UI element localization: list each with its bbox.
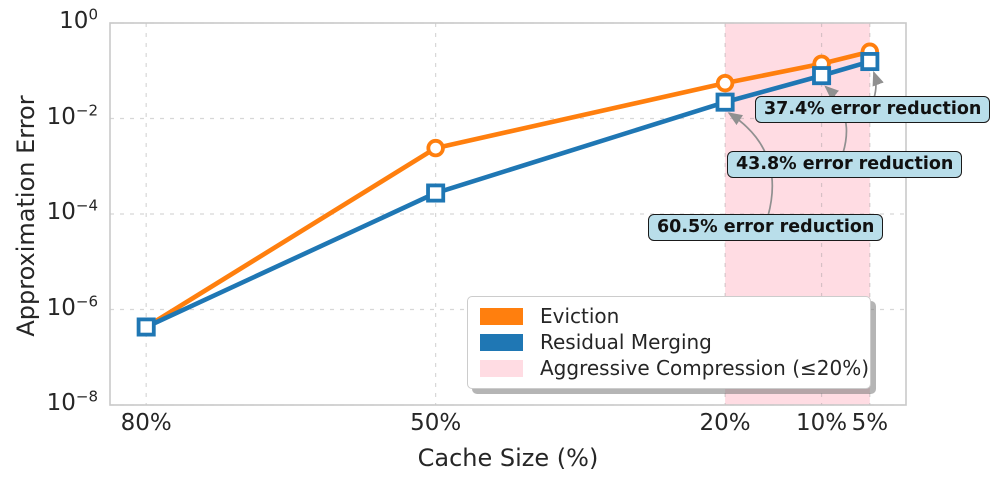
annotation-arrow <box>872 70 884 99</box>
x-tick-label: 80% <box>120 410 172 436</box>
annotation-error-reduction-5pct: 37.4% error reduction <box>755 96 991 123</box>
x-axis-label: Cache Size (%) <box>417 444 599 472</box>
axes-spines <box>109 22 907 406</box>
legend-label-eviction: Eviction <box>540 304 620 328</box>
legend: Eviction Residual Merging Aggressive Com… <box>467 296 871 389</box>
x-tick-label: 5% <box>851 410 889 436</box>
legend-label-residual-merging: Residual Merging <box>540 330 712 354</box>
legend-label-aggressive-compression: Aggressive Compression (≤20%) <box>540 356 870 380</box>
residual-merging-marker <box>426 183 446 203</box>
residual-merging-marker <box>812 66 832 86</box>
legend-item-aggressive-compression: Aggressive Compression (≤20%) <box>480 356 869 381</box>
eviction-swatch-icon <box>480 308 523 325</box>
annotation-error-reduction-10pct: 43.8% error reduction <box>727 151 963 178</box>
residual-merging-marker <box>715 92 735 112</box>
legend-item-eviction: Eviction <box>480 304 858 329</box>
residual-merging-marker <box>860 52 880 72</box>
residual-merging-swatch-icon <box>480 334 523 351</box>
y-tick-label: 10−4 <box>46 196 98 225</box>
x-tick-label: 50% <box>410 410 462 436</box>
eviction-marker <box>426 138 445 158</box>
y-tick-label: 10−8 <box>46 387 98 416</box>
y-tick-label: 100 <box>59 5 98 34</box>
x-tick-label: 10% <box>796 410 848 436</box>
y-tick-label: 10−6 <box>46 291 98 321</box>
x-tick-label: 20% <box>699 410 751 436</box>
eviction-marker <box>715 73 735 93</box>
y-tick-label: 10−2 <box>46 100 98 130</box>
aggressive-compression-swatch-icon <box>480 360 523 377</box>
residual-merging-marker <box>136 317 156 337</box>
annotation-error-reduction-20pct: 60.5% error reduction <box>648 214 884 241</box>
legend-item-residual-merging: Residual Merging <box>480 330 858 355</box>
